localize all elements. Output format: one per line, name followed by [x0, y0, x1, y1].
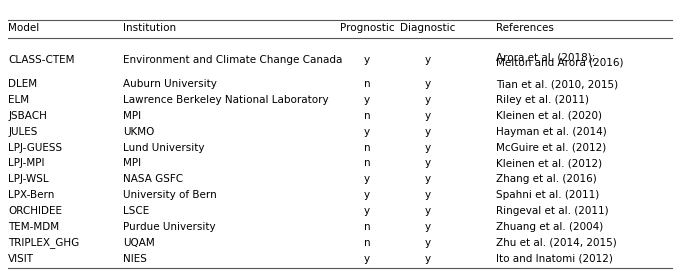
- Text: UKMO: UKMO: [123, 127, 154, 137]
- Text: Ringeval et al. (2011): Ringeval et al. (2011): [496, 206, 609, 216]
- Text: Kleinen et al. (2020): Kleinen et al. (2020): [496, 111, 602, 121]
- Text: Lund University: Lund University: [123, 143, 205, 153]
- Text: LSCE: LSCE: [123, 206, 150, 216]
- Text: Model: Model: [8, 23, 39, 33]
- Text: n: n: [364, 143, 371, 153]
- Text: y: y: [425, 174, 431, 184]
- Text: LPJ-GUESS: LPJ-GUESS: [8, 143, 63, 153]
- Text: y: y: [364, 254, 370, 264]
- Text: y: y: [364, 95, 370, 105]
- Text: TEM-MDM: TEM-MDM: [8, 222, 59, 232]
- Text: Ito and Inatomi (2012): Ito and Inatomi (2012): [496, 254, 613, 264]
- Text: Tian et al. (2010, 2015): Tian et al. (2010, 2015): [496, 79, 618, 89]
- Text: y: y: [364, 127, 370, 137]
- Text: Auburn University: Auburn University: [123, 79, 217, 89]
- Text: Lawrence Berkeley National Laboratory: Lawrence Berkeley National Laboratory: [123, 95, 329, 105]
- Text: y: y: [425, 127, 431, 137]
- Text: Zhuang et al. (2004): Zhuang et al. (2004): [496, 222, 603, 232]
- Text: y: y: [364, 174, 370, 184]
- Text: McGuire et al. (2012): McGuire et al. (2012): [496, 143, 606, 153]
- Text: y: y: [425, 55, 431, 65]
- Text: y: y: [425, 254, 431, 264]
- Text: n: n: [364, 79, 371, 89]
- Text: y: y: [364, 206, 370, 216]
- Text: Melton and Arora (2016): Melton and Arora (2016): [496, 58, 624, 68]
- Text: University of Bern: University of Bern: [123, 190, 217, 200]
- Text: Environment and Climate Change Canada: Environment and Climate Change Canada: [123, 55, 343, 65]
- Text: ORCHIDEE: ORCHIDEE: [8, 206, 62, 216]
- Text: n: n: [364, 111, 371, 121]
- Text: DLEM: DLEM: [8, 79, 37, 89]
- Text: TRIPLEX_GHG: TRIPLEX_GHG: [8, 237, 80, 248]
- Text: Prognostic: Prognostic: [340, 23, 394, 33]
- Text: y: y: [425, 111, 431, 121]
- Text: Zhang et al. (2016): Zhang et al. (2016): [496, 174, 596, 184]
- Text: n: n: [364, 238, 371, 248]
- Text: Zhu et al. (2014, 2015): Zhu et al. (2014, 2015): [496, 238, 617, 248]
- Text: y: y: [425, 238, 431, 248]
- Text: LPJ-MPI: LPJ-MPI: [8, 158, 45, 169]
- Text: y: y: [425, 206, 431, 216]
- Text: UQAM: UQAM: [123, 238, 155, 248]
- Text: CLASS-CTEM: CLASS-CTEM: [8, 55, 75, 65]
- Text: Spahni et al. (2011): Spahni et al. (2011): [496, 190, 599, 200]
- Text: MPI: MPI: [123, 158, 141, 169]
- Text: y: y: [425, 95, 431, 105]
- Text: y: y: [425, 158, 431, 169]
- Text: n: n: [364, 158, 371, 169]
- Text: VISIT: VISIT: [8, 254, 34, 264]
- Text: Kleinen et al. (2012): Kleinen et al. (2012): [496, 158, 602, 169]
- Text: Diagnostic: Diagnostic: [401, 23, 456, 33]
- Text: Institution: Institution: [123, 23, 176, 33]
- Text: y: y: [425, 190, 431, 200]
- Text: LPJ-WSL: LPJ-WSL: [8, 174, 49, 184]
- Text: LPX-Bern: LPX-Bern: [8, 190, 54, 200]
- Text: Purdue University: Purdue University: [123, 222, 216, 232]
- Text: NASA GSFC: NASA GSFC: [123, 174, 184, 184]
- Text: ELM: ELM: [8, 95, 29, 105]
- Text: n: n: [364, 222, 371, 232]
- Text: Riley et al. (2011): Riley et al. (2011): [496, 95, 589, 105]
- Text: MPI: MPI: [123, 111, 141, 121]
- Text: References: References: [496, 23, 554, 33]
- Text: NIES: NIES: [123, 254, 147, 264]
- Text: y: y: [364, 55, 370, 65]
- Text: y: y: [425, 143, 431, 153]
- Text: y: y: [425, 222, 431, 232]
- Text: y: y: [425, 79, 431, 89]
- Text: Hayman et al. (2014): Hayman et al. (2014): [496, 127, 607, 137]
- Text: Arora et al. (2018);: Arora et al. (2018);: [496, 53, 595, 63]
- Text: JULES: JULES: [8, 127, 37, 137]
- Text: y: y: [364, 190, 370, 200]
- Text: JSBACH: JSBACH: [8, 111, 47, 121]
